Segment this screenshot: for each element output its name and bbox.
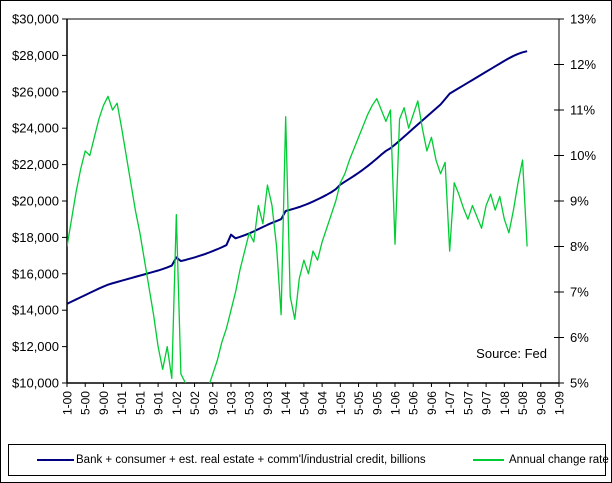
right-axis-tick-label: 8% [570,239,589,254]
x-axis-tick-label: 9-00 [97,391,111,415]
y-axis-left: $10,000 $12,000 $14,000 $16,000 $18,000 $20,0… [12,12,67,391]
x-axis-tick-label: 5-02 [188,391,202,415]
x-axis-tick-label: 1-04 [279,391,293,415]
x-axis-tick-label: 9-08 [534,391,548,415]
x-axis-tick-label: 9-04 [316,391,330,415]
legend-label-rate: Annual change rate [509,454,609,466]
left-axis-tick-label: $14,000 [12,303,59,318]
x-axis-tick-label: 1-06 [389,391,403,415]
left-axis-tick-label: $12,000 [12,339,59,354]
x-axis-tick-label: 1-02 [170,391,184,415]
source-note: Source: Fed [476,346,547,361]
x-axis-tick-label: 1-01 [115,391,129,415]
legend-line-rate-sample [473,459,504,461]
x-axis-tick-label: 5-06 [407,391,421,415]
left-axis-tick-label: $20,000 [12,194,59,209]
left-axis-tick-label: $28,000 [12,48,59,63]
x-axis-tick-label: 9-02 [206,391,220,415]
right-axis-tick-label: 13% [570,12,596,27]
right-axis-tick-label: 5% [570,376,589,391]
left-axis-tick-label: $24,000 [12,121,59,136]
y-axis-right: 5% 6% 7% 8% 9% 10% 11% 12% 13% [554,12,596,391]
right-axis-tick-label: 10% [570,148,596,163]
right-axis-tick-label: 12% [570,57,596,72]
legend-box: Bank + consumer + est. real estate + com… [8,444,609,476]
x-axis-tick-label: 5-07 [461,391,475,415]
x-axis-tick-label: 1-08 [498,391,512,415]
x-axis-tick-label: 5-01 [133,391,147,415]
series-line-credit [67,50,528,305]
left-axis-tick-label: $26,000 [12,84,59,99]
legend-line-credit-sample [37,459,74,461]
x-axis-tick-label: 9-05 [370,391,384,415]
x-axis-tick-label: 5-04 [297,391,311,415]
x-axis: 1-00 5-00 9-00 1-01 5-01 9-01 1-02 5-02 9-02 1-03… [61,383,567,415]
series-lines [67,50,528,383]
x-axis-tick-label: 5-05 [352,391,366,415]
left-axis-tick-label: $22,000 [12,157,59,172]
x-axis-tick-label: 9-07 [480,391,494,415]
x-axis-tick-label: 1-09 [553,391,567,415]
x-axis-tick-label: 5-08 [516,391,530,415]
x-axis-tick-label: 9-03 [261,391,275,415]
x-axis-tick-label: 1-07 [443,391,457,415]
right-axis-tick-label: 11% [570,103,595,118]
x-axis-tick-label: 1-03 [225,391,239,415]
left-axis-tick-label: $30,000 [12,12,59,27]
left-axis-tick-label: $18,000 [12,230,59,245]
credit-growth-chart: $10,000 $12,000 $14,000 $16,000 $18,000 $20,0… [12,12,596,416]
series-line-rate [67,95,528,383]
right-axis-tick-label: 9% [570,194,589,209]
x-axis-tick-label: 5-00 [79,391,93,415]
left-axis-tick-label: $16,000 [12,266,59,281]
right-axis-tick-label: 6% [570,330,589,345]
x-axis-tick-label: 1-05 [334,391,348,415]
x-axis-tick-label: 9-01 [152,391,166,415]
x-axis-tick-label: 9-06 [425,391,439,415]
left-axis-tick-label: $10,000 [12,376,59,391]
x-axis-tick-label: 5-03 [243,391,257,415]
legend-label-credit: Bank + consumer + est. real estate + com… [76,454,426,466]
x-axis-tick-label: 1-00 [61,391,75,415]
right-axis-tick-label: 7% [570,285,589,300]
